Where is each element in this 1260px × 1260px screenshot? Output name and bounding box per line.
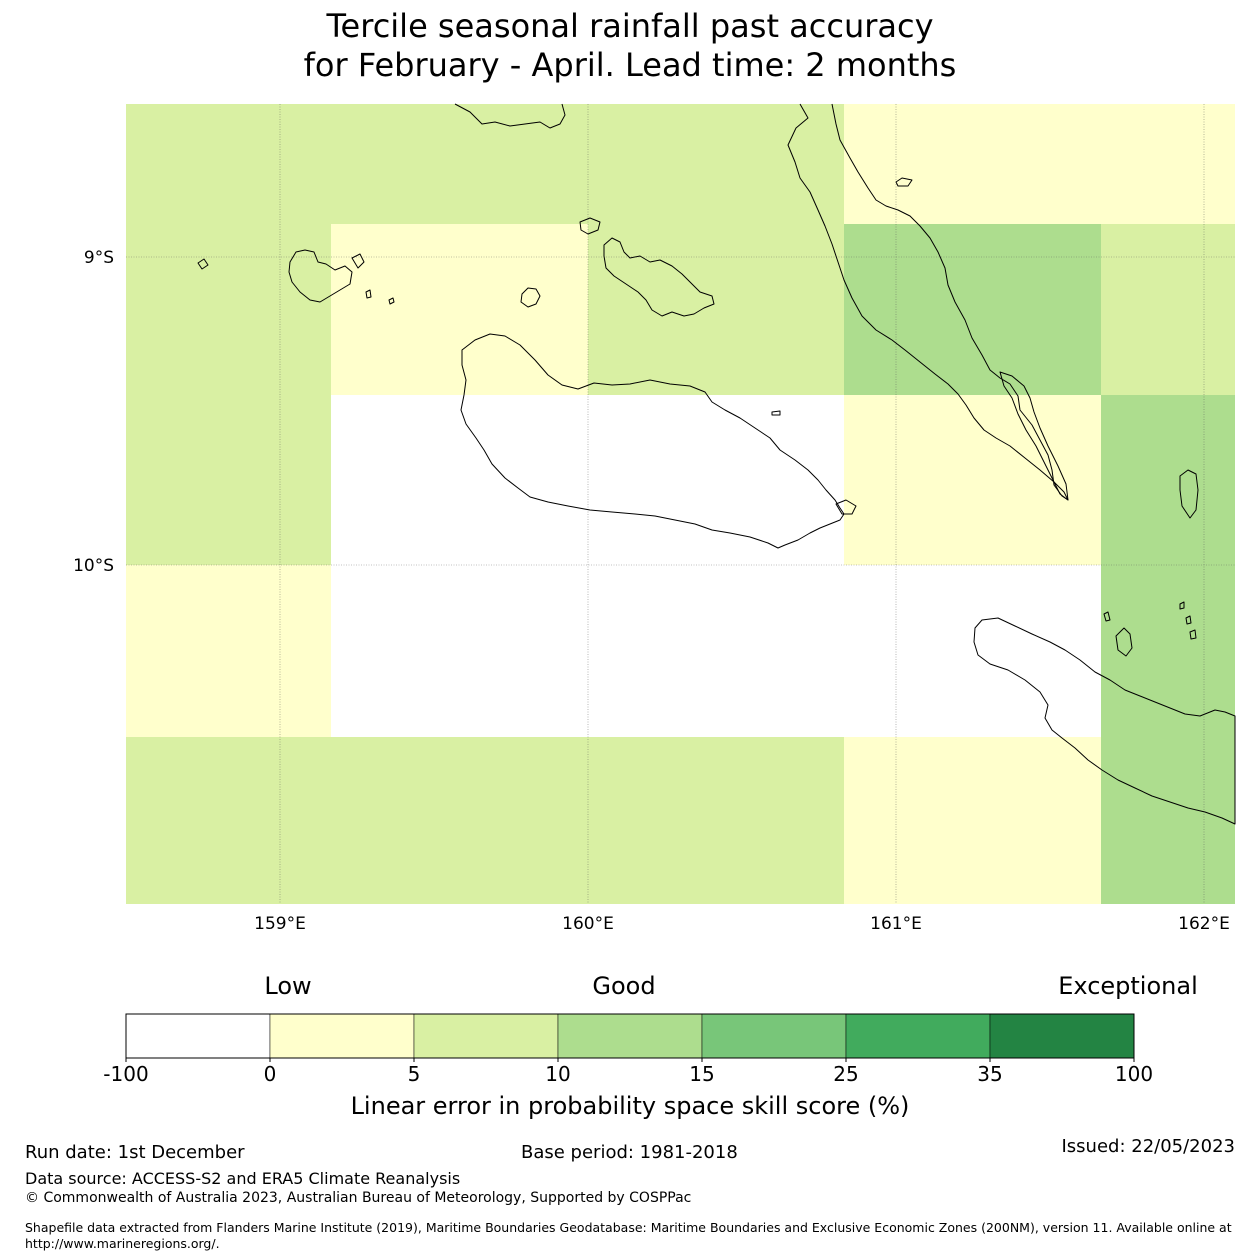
colorbar-segment <box>413 1013 559 1059</box>
makira-small-island <box>771 410 781 416</box>
colorbar-tick-label: 15 <box>689 1062 715 1086</box>
makira-small-island <box>1179 601 1185 610</box>
colorbar-category-good: Good <box>592 972 656 1000</box>
lon-label: 162°E <box>1178 914 1230 934</box>
colorbar-segment <box>845 1013 991 1059</box>
colorbar-label: Linear error in probability space skill … <box>350 1092 910 1120</box>
colorbar-tick-label: -100 <box>103 1062 149 1086</box>
grid-cell <box>126 565 331 737</box>
grid-cell <box>588 737 844 904</box>
savo-coastline <box>520 287 541 308</box>
lon-label: 159°E <box>254 914 306 934</box>
base-period: Base period: 1981-2018 <box>521 1142 738 1163</box>
russell-coastline <box>288 249 353 303</box>
colorbar-outline <box>125 1013 1135 1059</box>
grid-cell <box>1101 104 1235 224</box>
makira-small-island <box>1185 615 1192 625</box>
axis-labels: 9°S 10°S 159°E 160°E 161°E 162°E <box>73 248 1230 934</box>
coastlines <box>197 103 1236 825</box>
lat-label: 10°S <box>73 556 114 576</box>
makira-small-island <box>1179 469 1199 519</box>
skill-grid <box>126 104 1235 904</box>
chart-title-line-1: Tercile seasonal rainfall past accuracy <box>326 7 934 45</box>
colorbar-tick-label: 0 <box>263 1062 277 1086</box>
lon-label: 160°E <box>562 914 614 934</box>
makira-small-island <box>835 499 857 515</box>
russell-small-island <box>365 289 372 299</box>
nggela-small-island <box>579 217 601 235</box>
makira-small-island <box>1115 627 1133 657</box>
grid-cell <box>844 565 1101 737</box>
shapefile-credit-line-2: http://www.marineregions.org/. <box>25 1236 220 1251</box>
grid-cell <box>844 395 1101 565</box>
colorbar-segment <box>125 1013 271 1059</box>
russell-small-island <box>351 253 365 269</box>
shapefile-credit-line-1: Shapefile data extracted from Flanders M… <box>25 1220 1232 1235</box>
grid-cell <box>1101 737 1235 904</box>
grid-cell <box>126 224 331 395</box>
grid-cell <box>126 737 331 904</box>
lat-label: 9°S <box>84 248 114 268</box>
colorbar-tick-label: 5 <box>407 1062 421 1086</box>
grid-cell <box>1101 565 1235 737</box>
copyright: © Commonwealth of Australia 2023, Austra… <box>25 1190 692 1206</box>
grid-cell <box>1101 395 1235 565</box>
colorbar-category-exceptional: Exceptional <box>1058 972 1198 1000</box>
colorbar-category-low: Low <box>264 972 312 1000</box>
graticule <box>126 104 1235 904</box>
makira-small-island <box>1189 629 1197 640</box>
grid-cell <box>331 737 588 904</box>
grid-cell <box>588 224 844 395</box>
colorbar-segment <box>269 1013 415 1059</box>
grid-cell <box>331 224 588 395</box>
colorbar-tick-label: 35 <box>977 1062 1003 1086</box>
grid-cell <box>844 224 1101 395</box>
grid-cell <box>844 737 1101 904</box>
colorbar-segment <box>557 1013 703 1059</box>
grid-cell <box>588 104 844 224</box>
colorbar-tick-label: 10 <box>545 1062 571 1086</box>
makira-small-island <box>1103 611 1111 622</box>
grid-cell <box>126 104 331 224</box>
data-source: Data source: ACCESS-S2 and ERA5 Climate … <box>25 1169 461 1188</box>
santa-isabel-coastline <box>454 103 566 129</box>
chart-title-line-2: for February - April. Lead time: 2 month… <box>303 46 957 84</box>
grid-cell <box>331 104 588 224</box>
guadalcanal-coastline <box>460 333 845 549</box>
grid-cell <box>844 104 1101 224</box>
colorbar-tick-label: 25 <box>833 1062 859 1086</box>
colorbar-segment <box>989 1013 1135 1059</box>
colorbar-tick-label: 100 <box>1114 1062 1154 1086</box>
run-date: Run date: 1st December <box>25 1142 245 1163</box>
grid-cell <box>331 565 588 737</box>
colorbar-segment <box>701 1013 847 1059</box>
russell-small-island <box>197 258 209 270</box>
grid-cell <box>331 395 588 565</box>
maramasike-coastline <box>999 371 1069 501</box>
lon-label: 161°E <box>870 914 922 934</box>
malaita-small-island <box>895 177 913 187</box>
russell-small-island <box>388 297 395 305</box>
issued-date: Issued: 22/05/2023 <box>1061 1136 1235 1157</box>
colorbar <box>125 1013 1135 1062</box>
grid-cell <box>588 565 844 737</box>
grid-cell <box>1101 224 1235 395</box>
makira-coastline <box>973 617 1236 825</box>
nggela-coastline <box>603 237 715 317</box>
grid-cell <box>588 395 844 565</box>
grid-cell <box>126 395 331 565</box>
